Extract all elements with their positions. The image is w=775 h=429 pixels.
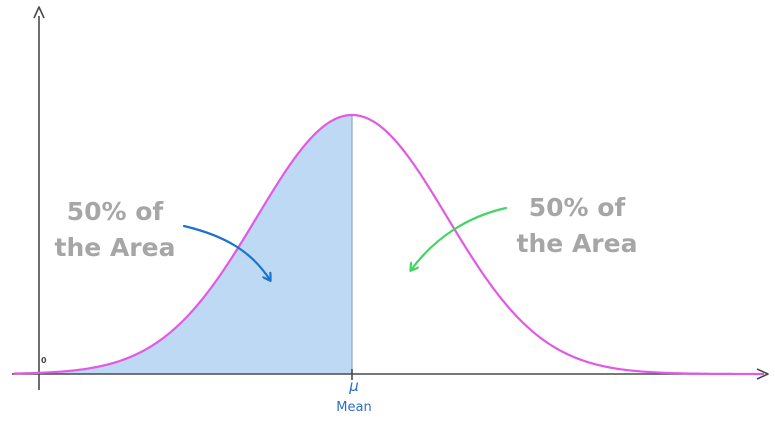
left-annotation-line2: the Area — [54, 233, 176, 262]
right-annotation-line1: 50% of — [528, 193, 626, 222]
mean-symbol-label: μ — [349, 377, 359, 395]
right-annotation-arrow — [411, 206, 508, 270]
left-area-annotation: 50% of the Area — [40, 194, 190, 266]
left-half-shaded-area — [14, 115, 352, 374]
right-annotation-line2: the Area — [516, 229, 638, 258]
right-area-annotation: 50% of the Area — [502, 190, 652, 262]
origin-label: 0 — [41, 356, 47, 365]
mean-text-label: Mean — [336, 400, 372, 415]
bell-curve-line — [13, 113, 764, 376]
left-annotation-line1: 50% of — [66, 197, 164, 226]
left-annotation-arrow — [182, 224, 270, 280]
x-axis-arrowhead — [756, 368, 769, 380]
y-axis-arrowhead — [33, 6, 45, 19]
